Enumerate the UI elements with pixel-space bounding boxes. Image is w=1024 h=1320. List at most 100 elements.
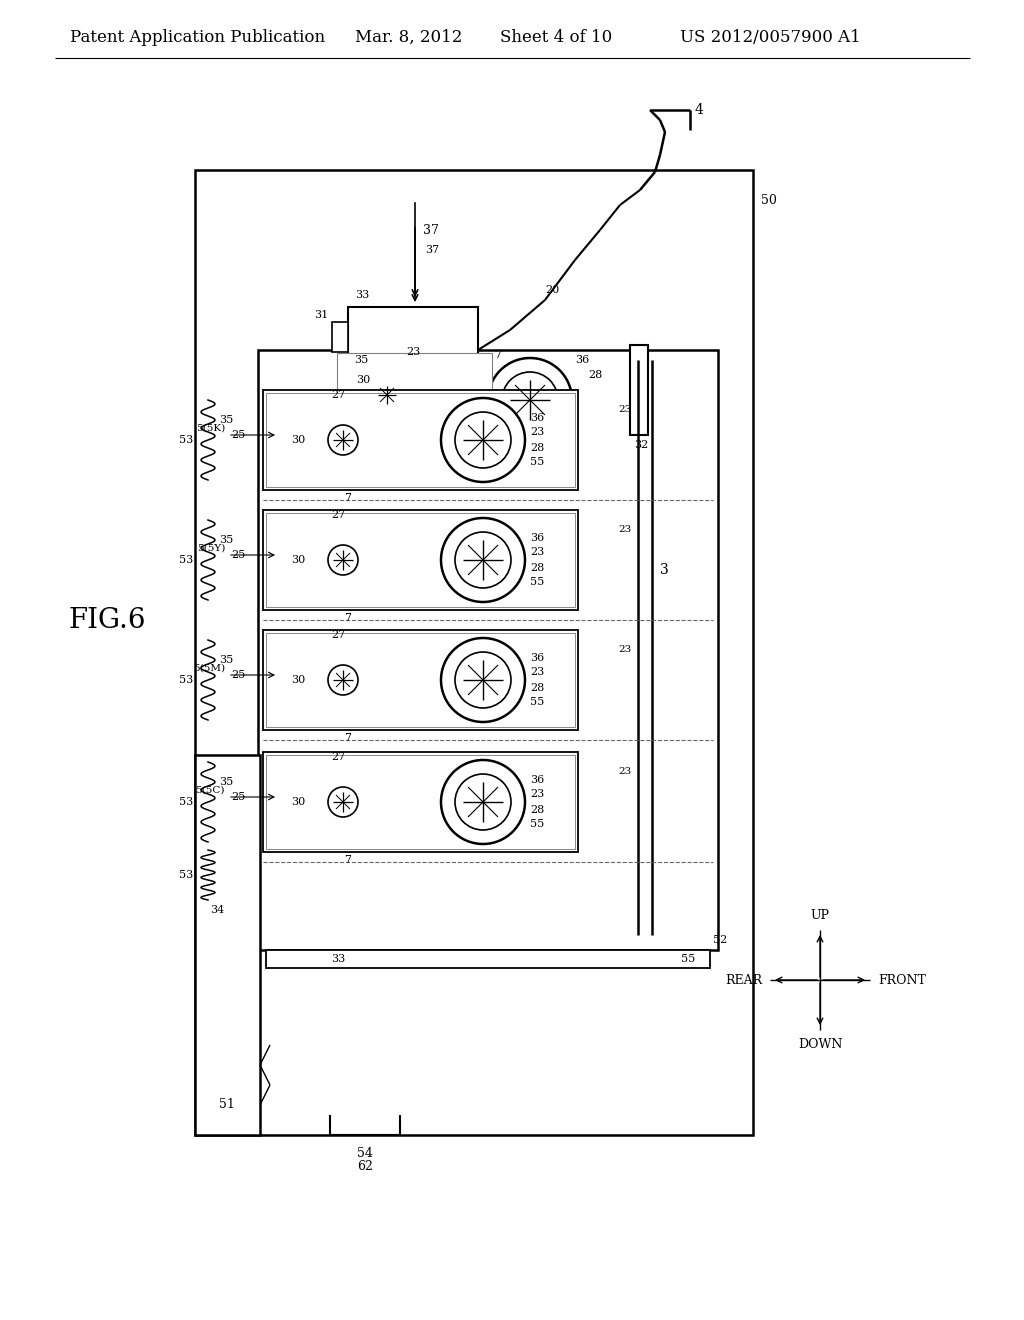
Text: 32: 32 <box>634 440 648 450</box>
Bar <box>195 755 260 1135</box>
Text: 62: 62 <box>357 1160 373 1173</box>
Text: 20: 20 <box>545 285 559 294</box>
Text: 28: 28 <box>588 370 602 380</box>
Bar <box>263 752 578 851</box>
Circle shape <box>441 638 525 722</box>
Text: 4: 4 <box>695 103 703 117</box>
Text: 27: 27 <box>331 752 345 762</box>
Text: FRONT: FRONT <box>878 974 926 986</box>
Text: 23: 23 <box>618 405 631 414</box>
Circle shape <box>455 652 511 708</box>
Text: 30: 30 <box>291 675 305 685</box>
Circle shape <box>373 381 401 409</box>
Text: 7: 7 <box>344 492 351 503</box>
Circle shape <box>502 372 558 428</box>
Text: 25: 25 <box>230 671 245 680</box>
Bar <box>263 630 578 730</box>
Text: 28: 28 <box>530 805 544 814</box>
Text: REAR: REAR <box>725 974 762 986</box>
Bar <box>348 308 478 362</box>
Circle shape <box>328 787 358 817</box>
Circle shape <box>455 532 511 587</box>
Text: FIG.6: FIG.6 <box>68 606 145 634</box>
Text: 30: 30 <box>291 554 305 565</box>
Text: 37: 37 <box>425 246 439 255</box>
Text: 5(5Y): 5(5Y) <box>197 544 225 553</box>
Text: 7: 7 <box>344 733 351 743</box>
Bar <box>263 389 578 490</box>
Text: 53: 53 <box>179 436 193 445</box>
Text: Patent Application Publication: Patent Application Publication <box>70 29 326 45</box>
Text: 36: 36 <box>530 413 544 422</box>
Text: 27: 27 <box>331 510 345 520</box>
Bar <box>263 510 578 610</box>
Bar <box>266 513 575 607</box>
Text: 33: 33 <box>331 954 345 964</box>
Text: 37: 37 <box>423 223 439 236</box>
Text: 35: 35 <box>219 414 233 425</box>
Circle shape <box>441 760 525 843</box>
Bar <box>266 755 575 849</box>
Text: 55: 55 <box>530 697 544 708</box>
Text: 34: 34 <box>210 906 224 915</box>
Text: 55: 55 <box>530 818 544 829</box>
Text: 23: 23 <box>530 789 544 799</box>
Text: Sheet 4 of 10: Sheet 4 of 10 <box>500 29 612 45</box>
Text: 36: 36 <box>530 533 544 543</box>
Text: 30: 30 <box>291 797 305 807</box>
Text: 35: 35 <box>219 777 233 787</box>
Bar <box>258 350 718 950</box>
Text: 55: 55 <box>681 954 695 964</box>
Text: 23: 23 <box>530 667 544 677</box>
Bar <box>266 393 575 487</box>
Text: 53: 53 <box>179 675 193 685</box>
Text: Mar. 8, 2012: Mar. 8, 2012 <box>355 29 463 45</box>
Text: US 2012/0057900 A1: US 2012/0057900 A1 <box>680 29 861 45</box>
Text: 53: 53 <box>179 797 193 807</box>
Text: 23: 23 <box>618 767 631 776</box>
Text: 5(5C): 5(5C) <box>196 785 225 795</box>
Text: 31: 31 <box>313 310 328 319</box>
Text: 7: 7 <box>495 350 502 360</box>
Bar <box>195 170 753 1135</box>
Text: 51: 51 <box>219 1098 234 1111</box>
Text: 23: 23 <box>406 347 420 356</box>
Text: 28: 28 <box>530 682 544 693</box>
Bar <box>337 352 492 433</box>
Text: 25: 25 <box>230 550 245 560</box>
Text: 35: 35 <box>219 655 233 665</box>
Text: 33: 33 <box>355 290 370 300</box>
Text: 25: 25 <box>230 792 245 803</box>
Bar <box>630 345 648 436</box>
Circle shape <box>328 665 358 696</box>
Bar <box>266 950 710 968</box>
Text: 36: 36 <box>530 775 544 785</box>
Text: 36: 36 <box>575 355 589 366</box>
Text: 53: 53 <box>179 554 193 565</box>
Bar <box>266 634 575 727</box>
Circle shape <box>441 517 525 602</box>
Text: 50: 50 <box>761 194 777 206</box>
Text: 7: 7 <box>344 612 351 623</box>
Circle shape <box>488 358 572 442</box>
Circle shape <box>328 425 358 455</box>
Text: 23: 23 <box>530 426 544 437</box>
Text: 3: 3 <box>660 564 669 577</box>
Circle shape <box>328 545 358 576</box>
Text: 23: 23 <box>530 546 544 557</box>
Text: 23: 23 <box>618 525 631 535</box>
Text: 55: 55 <box>530 577 544 587</box>
Text: 36: 36 <box>530 653 544 663</box>
Circle shape <box>441 399 525 482</box>
Text: 27: 27 <box>331 389 345 400</box>
Text: 55: 55 <box>530 457 544 467</box>
Text: 28: 28 <box>530 564 544 573</box>
Text: 30: 30 <box>291 436 305 445</box>
Text: 23: 23 <box>618 645 631 655</box>
Text: 25: 25 <box>230 430 245 440</box>
Text: 5(5M): 5(5M) <box>193 664 225 672</box>
Text: DOWN: DOWN <box>798 1038 842 1051</box>
Text: 30: 30 <box>355 375 370 385</box>
Text: 35: 35 <box>219 535 233 545</box>
Text: UP: UP <box>811 909 829 921</box>
